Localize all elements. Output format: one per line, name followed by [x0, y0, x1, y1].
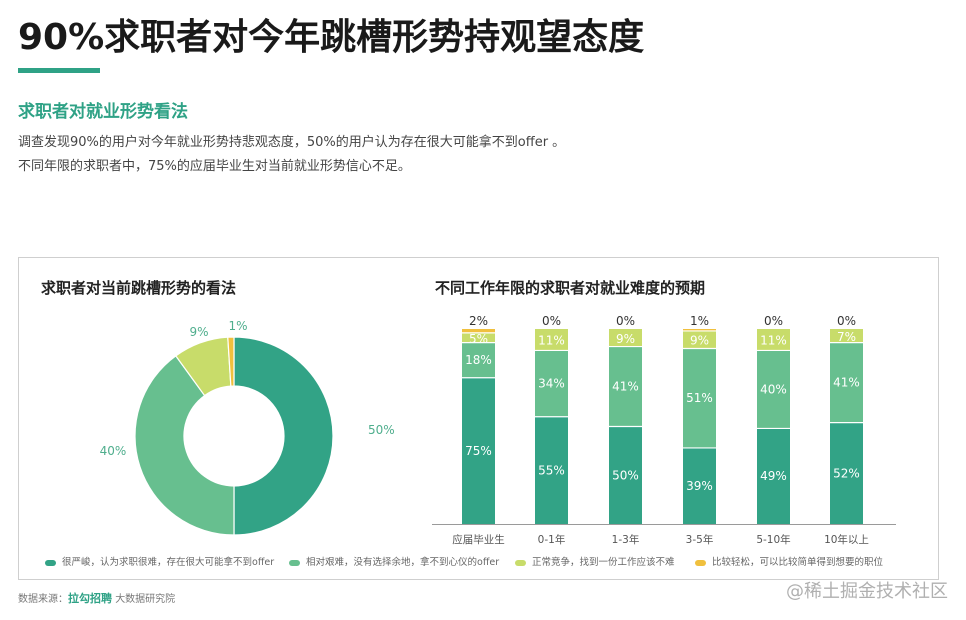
- bar-segment: [535, 329, 568, 351]
- x-tick-label: 5-10年: [756, 533, 790, 546]
- bar-top-label: 0%: [764, 314, 783, 328]
- bar-top-label: 2%: [469, 314, 488, 328]
- legend-label: 很严峻，认为求职很难，存在很大可能拿不到offer: [62, 557, 275, 568]
- bar-segment: [757, 428, 790, 524]
- bar-segment: [757, 350, 790, 429]
- bar-segment: [830, 329, 863, 343]
- bar-segment-label: 18%: [465, 353, 492, 367]
- bar-segment-label: 11%: [760, 334, 787, 348]
- bar-segment-label: 50%: [612, 468, 639, 482]
- source-brand: 拉勾招聘: [68, 592, 112, 605]
- bar-top-label: 0%: [837, 314, 856, 328]
- bar-segment-label: 40%: [760, 382, 787, 396]
- donut-slice-label: 40%: [100, 444, 127, 458]
- watermark: @稀土掘金技术社区: [786, 581, 948, 602]
- legend-swatch-icon: [695, 560, 706, 566]
- donut-slice-label: 50%: [368, 423, 395, 437]
- bar-segment: [830, 422, 863, 524]
- bar-segment: [683, 447, 716, 524]
- bar-segment: [830, 342, 863, 423]
- page-title: 90%求职者对今年跳槽形势持观望态度: [18, 17, 645, 58]
- donut-slice-label: 9%: [189, 325, 208, 339]
- x-tick-label: 3-5年: [686, 533, 714, 546]
- x-tick-label: 10年以上: [824, 533, 869, 546]
- bar-segment-label: 51%: [686, 391, 713, 405]
- bar-segment-label: 7%: [837, 330, 856, 344]
- description-line-1: 调查发现90%的用户对今年就业形势持悲观态度，50%的用户认为存在很大可能拿不到…: [18, 135, 566, 150]
- donut-chart-title: 求职者对当前跳槽形势的看法: [41, 279, 237, 297]
- source-suffix: 大数据研究院: [115, 594, 176, 605]
- donut-slice: [233, 336, 334, 536]
- legend-label: 相对艰难，没有选择余地，拿不到心仪的offer: [306, 557, 500, 568]
- bar-segment-label: 55%: [538, 463, 565, 477]
- charts-panel: 求职者对当前跳槽形势的看法 不同工作年限的求职者对就业难度的预期 50% 40% 9…: [18, 257, 939, 580]
- bar-segment: [462, 377, 495, 524]
- bar-chart-title: 不同工作年限的求职者对就业难度的预期: [435, 279, 706, 297]
- x-tick-label: 应届毕业生: [452, 533, 505, 546]
- charts-canvas: 50% 40% 9% 1% 75% 18% 5% 2% 应届毕业生 55% 34% 11% 0% 0-1年…: [100, 314, 896, 546]
- bar-segment: [609, 426, 642, 524]
- bar-segment-label: 9%: [616, 332, 635, 346]
- legend-swatch-icon: [45, 560, 56, 566]
- x-tick-label: 0-1年: [538, 533, 566, 546]
- chart-legend: 很严峻，认为求职很难，存在很大可能拿不到offer 相对艰难，没有选择余地，拿不…: [45, 556, 925, 572]
- bar-segment-label: 5%: [469, 332, 488, 346]
- bar-segment: [462, 332, 495, 343]
- bar-top-label: 0%: [542, 314, 561, 328]
- bar-segment-label: 52%: [833, 466, 860, 480]
- bar-top-label: 0%: [616, 314, 635, 328]
- bar-segment-label: 41%: [833, 376, 860, 390]
- legend-item-severe: 很严峻，认为求职很难，存在很大可能拿不到offer: [45, 556, 274, 570]
- legend-label: 正常竞争，找到一份工作应该不难: [532, 557, 675, 568]
- bar-segment-label: 39%: [686, 479, 713, 493]
- source-prefix: 数据来源：: [18, 594, 68, 605]
- donut-slice: [227, 336, 235, 387]
- donut-slice-label: 1%: [228, 319, 247, 333]
- bar-segment-label: 34%: [538, 377, 565, 391]
- bar-segment-label: 9%: [690, 334, 709, 348]
- bar-segment: [683, 329, 716, 331]
- bar-segment: [683, 348, 716, 448]
- x-tick-label: 1-3年: [612, 533, 640, 546]
- bar-segment: [535, 416, 568, 524]
- bar-segment-label: 49%: [760, 469, 787, 483]
- bar-segment: [462, 329, 495, 333]
- bar-segment: [609, 329, 642, 347]
- bar-segment-label: 41%: [612, 380, 639, 394]
- bar-segment: [535, 350, 568, 417]
- section-subtitle: 求职者对就业形势看法: [18, 102, 188, 122]
- legend-item-easy: 比较轻松，可以比较简单得到想要的职位: [695, 556, 883, 570]
- bar-top-label: 1%: [690, 314, 709, 328]
- description-line-2: 不同年限的求职者中，75%的应届毕业生对当前就业形势信心不足。: [18, 159, 411, 174]
- data-source: 数据来源：拉勾招聘 大数据研究院: [18, 592, 175, 607]
- donut-slice: [134, 355, 235, 536]
- bar-segment: [757, 329, 790, 351]
- bar-segment-label: 75%: [465, 444, 492, 458]
- bar-segment: [683, 330, 716, 349]
- legend-label: 比较轻松，可以比较简单得到想要的职位: [712, 557, 884, 568]
- title-underline: [18, 68, 100, 73]
- legend-swatch-icon: [515, 560, 526, 566]
- legend-swatch-icon: [289, 560, 300, 566]
- bar-segment: [462, 342, 495, 378]
- legend-item-normal: 正常竞争，找到一份工作应该不难: [515, 556, 675, 570]
- bar-segment: [609, 346, 642, 427]
- legend-item-hard: 相对艰难，没有选择余地，拿不到心仪的offer: [289, 556, 499, 570]
- bar-segment-label: 11%: [538, 334, 565, 348]
